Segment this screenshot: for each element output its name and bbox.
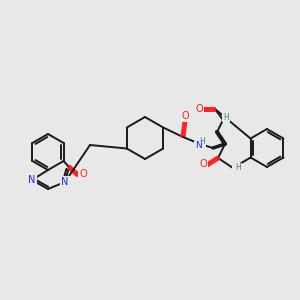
Text: O: O	[181, 111, 189, 121]
Text: H: H	[233, 163, 239, 172]
Text: O: O	[79, 169, 87, 179]
Text: H: H	[235, 164, 241, 172]
Text: O: O	[199, 159, 207, 169]
Text: N: N	[195, 142, 201, 151]
Text: H: H	[223, 112, 229, 122]
Text: H: H	[199, 137, 205, 146]
Text: N: N	[61, 177, 69, 187]
Text: N: N	[28, 175, 36, 185]
Text: O: O	[195, 104, 203, 114]
